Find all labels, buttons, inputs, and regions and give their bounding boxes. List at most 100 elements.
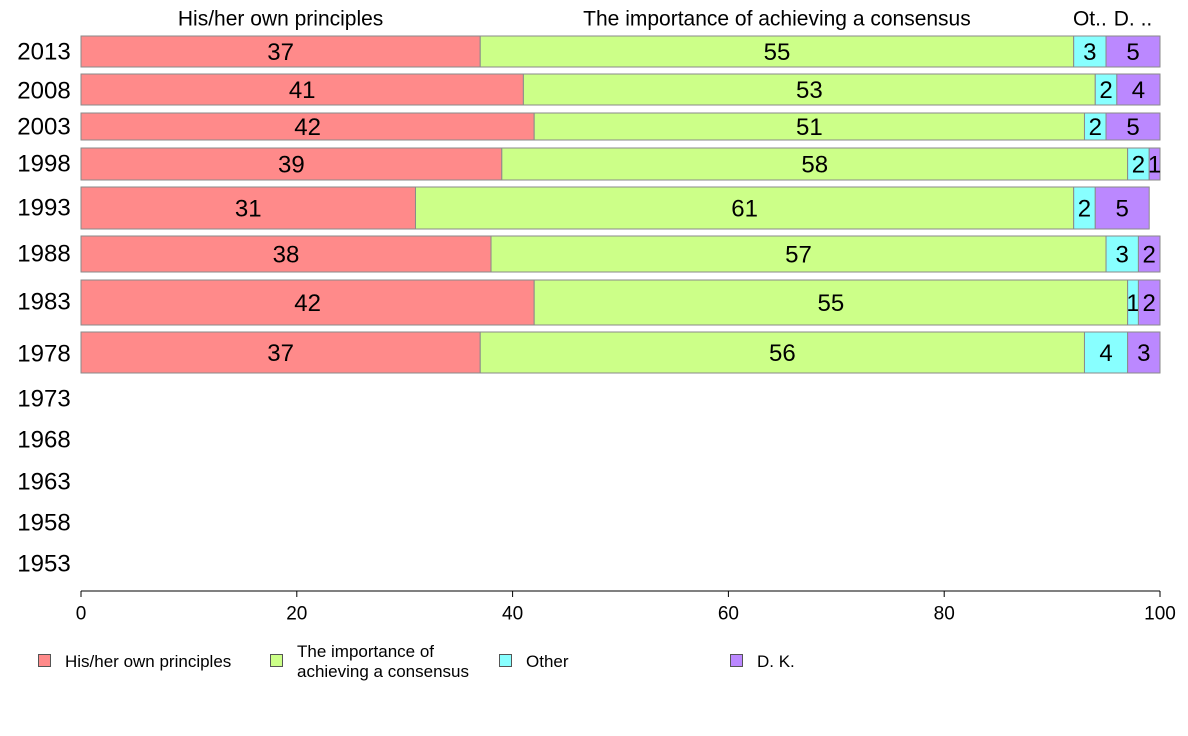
bar-1998-his-her-own-principles <box>80 147 503 181</box>
bar-1988-other <box>1105 235 1139 273</box>
category-label-2003: 2003 <box>17 114 70 141</box>
top-label-the-importance-of-achieving-a-consensus: The importance of achieving a consensus <box>583 8 971 31</box>
bar-label-2003-the-importance-of-achieving-a-consensus: 51 <box>796 114 823 141</box>
bar-label-1998-his-her-own-principles: 39 <box>278 152 305 179</box>
bar-1993-d-k <box>1094 186 1150 230</box>
bar-label-2008-his-her-own-principles: 41 <box>289 77 316 104</box>
bar-label-1993-the-importance-of-achieving-a-consensus: 61 <box>731 196 758 223</box>
legend-swatch-principles <box>38 654 51 667</box>
legend-item-consensus: The importance of achieving a consensus <box>270 642 469 682</box>
bar-2008-his-her-own-principles <box>80 73 524 106</box>
bar-label-2003-his-her-own-principles: 42 <box>294 114 321 141</box>
bar-2008-the-importance-of-achieving-a-consensus <box>522 73 1096 106</box>
bar-label-2013-his-her-own-principles: 37 <box>267 39 294 66</box>
x-tick-label-40: 40 <box>502 604 523 625</box>
bar-label-1993-other: 2 <box>1078 196 1091 223</box>
bar-label-1993-his-her-own-principles: 31 <box>235 196 262 223</box>
top-label-d-k: D. .. <box>1114 8 1153 31</box>
bar-1998-d-k <box>1148 147 1161 181</box>
top-label-other: Ot.. <box>1073 8 1107 31</box>
legend-label-principles: His/her own principles <box>65 652 232 671</box>
bar-1988-the-importance-of-achieving-a-consensus <box>490 235 1107 273</box>
category-label-1988: 1988 <box>17 241 70 268</box>
bar-label-1983-the-importance-of-achieving-a-consensus: 55 <box>818 290 845 317</box>
bar-label-1988-d-k: 2 <box>1143 242 1156 269</box>
bar-1978-d-k <box>1127 331 1161 374</box>
legend-swatch-dk <box>730 654 743 667</box>
legend: His/her own principles The importance of… <box>38 642 1158 686</box>
bar-label-1988-his-her-own-principles: 38 <box>273 242 300 269</box>
bar-label-2008-d-k: 4 <box>1132 77 1145 104</box>
bar-2013-his-her-own-principles <box>80 35 481 68</box>
bar-1983-the-importance-of-achieving-a-consensus <box>533 279 1129 326</box>
bar-label-1978-the-importance-of-achieving-a-consensus: 56 <box>769 340 796 367</box>
bar-1978-other <box>1083 331 1129 374</box>
x-tick-label-80: 80 <box>934 604 955 625</box>
bar-label-1988-the-importance-of-achieving-a-consensus: 57 <box>785 242 812 269</box>
bar-2008-d-k <box>1116 73 1161 106</box>
bar-2013-the-importance-of-achieving-a-consensus <box>479 35 1075 68</box>
x-tick-label-60: 60 <box>718 604 739 625</box>
category-label-1978: 1978 <box>17 341 70 368</box>
bar-1998-the-importance-of-achieving-a-consensus <box>501 147 1129 181</box>
category-label-1958: 1958 <box>17 510 70 537</box>
bar-1993-his-her-own-principles <box>80 186 416 230</box>
category-label-1983: 1983 <box>17 289 70 316</box>
bar-2013-d-k <box>1105 35 1161 68</box>
legend-label-consensus: The importance of achieving a consensus <box>297 642 470 681</box>
bar-label-2008-the-importance-of-achieving-a-consensus: 53 <box>796 77 823 104</box>
bar-label-1983-other: 1 <box>1126 290 1139 317</box>
bar-label-2013-the-importance-of-achieving-a-consensus: 55 <box>764 39 791 66</box>
category-label-1998: 1998 <box>17 151 70 178</box>
bar-2013-other <box>1073 35 1107 68</box>
bar-label-1983-his-her-own-principles: 42 <box>294 290 321 317</box>
bar-label-2008-other: 2 <box>1099 77 1112 104</box>
legend-label-other: Other <box>526 652 569 671</box>
category-label-2008: 2008 <box>17 78 70 105</box>
legend-item-other: Other <box>499 642 569 672</box>
top-label-his-her-own-principles: His/her own principles <box>178 8 383 31</box>
x-tick-label-100: 100 <box>1144 604 1176 625</box>
bar-1993-the-importance-of-achieving-a-consensus <box>414 186 1075 230</box>
bar-1988-d-k <box>1137 235 1161 273</box>
bar-label-1998-the-importance-of-achieving-a-consensus: 58 <box>801 152 828 179</box>
bar-label-2003-d-k: 5 <box>1126 114 1139 141</box>
category-label-1973: 1973 <box>17 386 70 413</box>
bar-2003-d-k <box>1105 112 1161 141</box>
category-label-1968: 1968 <box>17 427 70 454</box>
bar-1988-his-her-own-principles <box>80 235 492 273</box>
bar-1983-his-her-own-principles <box>80 279 535 326</box>
x-tick-label-0: 0 <box>76 604 87 625</box>
bar-1983-d-k <box>1137 279 1161 326</box>
bar-2003-his-her-own-principles <box>80 112 535 141</box>
legend-label-dk: D. K. <box>757 652 795 671</box>
bar-label-2003-other: 2 <box>1089 114 1102 141</box>
legend-swatch-other <box>499 654 512 667</box>
legend-item-dk: D. K. <box>730 642 795 672</box>
bar-label-1998-other: 2 <box>1132 152 1145 179</box>
x-axis: 0 20 40 60 80 100 <box>76 590 1176 625</box>
bar-1978-his-her-own-principles <box>80 331 481 374</box>
bar-label-1993-d-k: 5 <box>1116 196 1129 223</box>
bar-label-1978-his-her-own-principles: 37 <box>267 340 294 367</box>
legend-swatch-consensus <box>270 654 283 667</box>
x-tick-label-20: 20 <box>286 604 307 625</box>
top-series-labels: His/her own principles The importance of … <box>178 8 1152 31</box>
category-label-1993: 1993 <box>17 195 70 222</box>
category-label-1963: 1963 <box>17 469 70 496</box>
bar-label-1998-d-k: 1 <box>1148 152 1161 179</box>
bar-1978-the-importance-of-achieving-a-consensus <box>479 331 1085 374</box>
bar-label-1983-d-k: 2 <box>1143 290 1156 317</box>
bar-label-1978-d-k: 3 <box>1137 340 1150 367</box>
legend-item-principles: His/her own principles <box>38 642 231 672</box>
category-label-1953: 1953 <box>17 551 70 578</box>
bar-label-2013-other: 3 <box>1083 39 1096 66</box>
bar-label-1978-other: 4 <box>1099 340 1112 367</box>
category-label-2013: 2013 <box>17 39 70 66</box>
bar-2003-the-importance-of-achieving-a-consensus <box>533 112 1085 141</box>
bar-label-1988-other: 3 <box>1116 242 1129 269</box>
bars-group: 37 55 3 541 53 2 442 51 2 539 58 2 131 61 2 538 57 3 242 55… <box>80 35 1161 374</box>
category-labels: 2013 2008 2003 1998 1993 1988 1983 1978 1973 1968… <box>17 39 70 578</box>
bar-label-2013-d-k: 5 <box>1126 39 1139 66</box>
